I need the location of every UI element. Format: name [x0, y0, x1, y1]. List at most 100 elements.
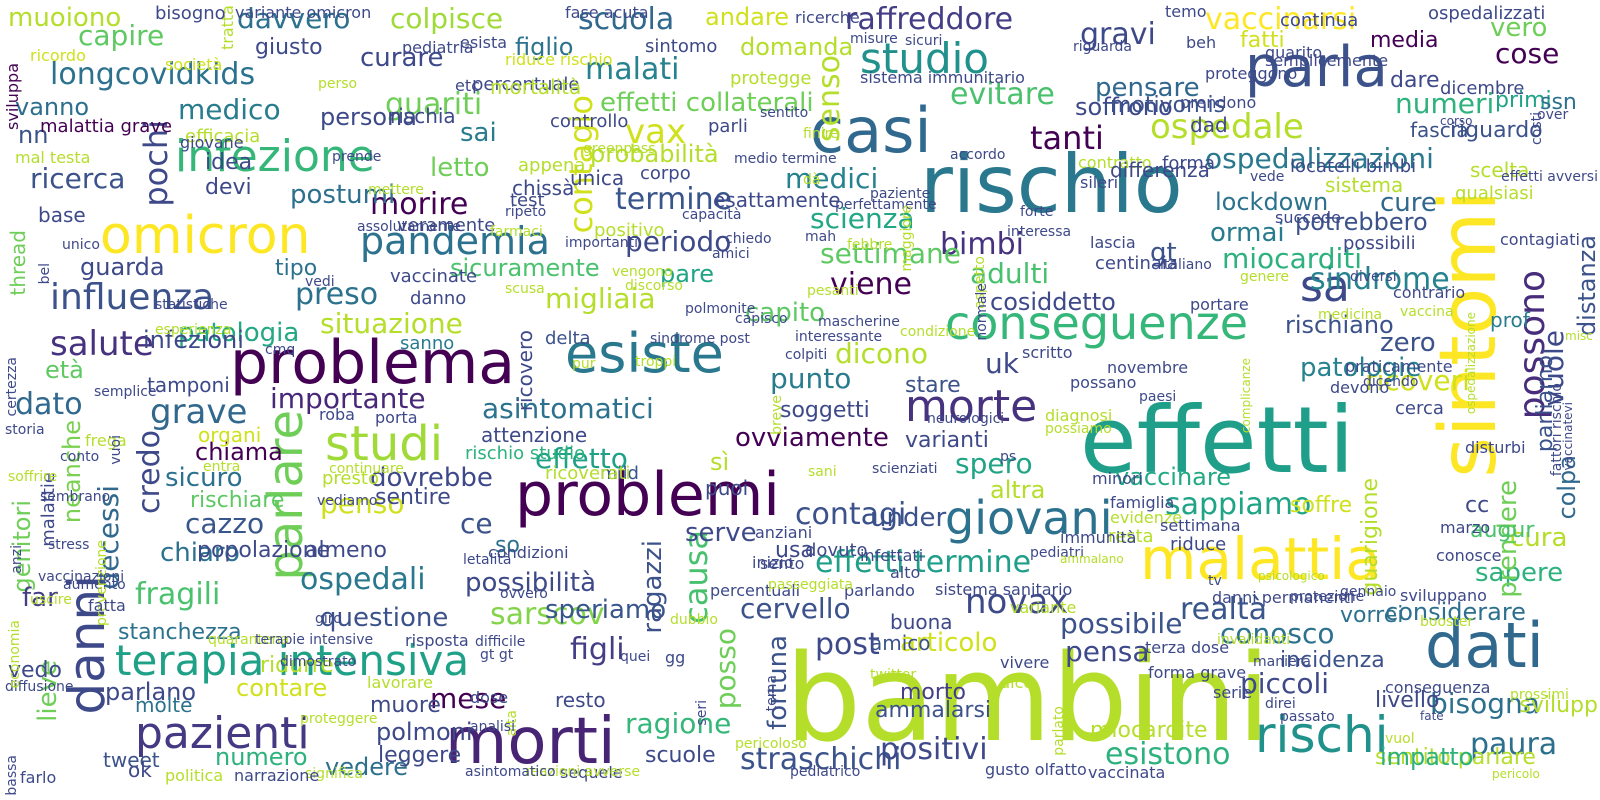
cloud-word: locatelli bimbi	[1290, 156, 1417, 177]
cloud-word: riguardo	[1450, 118, 1543, 143]
cloud-word: proteggere	[300, 711, 378, 727]
cloud-word: sindrome	[1310, 262, 1450, 297]
cloud-word: possibile	[1060, 607, 1183, 640]
cloud-word: malattia	[1140, 525, 1381, 593]
cloud-word: medio termine	[734, 151, 837, 167]
cloud-word: booster	[1420, 614, 1474, 630]
cloud-word: finire	[803, 126, 839, 142]
cloud-word: infezioni	[143, 326, 244, 354]
cloud-word: soffrono	[1075, 93, 1173, 121]
cloud-word: amici	[712, 246, 750, 262]
cloud-word: anziani	[755, 523, 813, 542]
cloud-word: variante omicron	[235, 3, 372, 22]
cloud-word: polmoni	[376, 718, 473, 746]
cloud-word: vaccinazioni	[38, 569, 125, 585]
cloud-word: tipo	[275, 256, 318, 281]
cloud-word: farmaci	[490, 224, 543, 240]
cloud-word: possibilità	[465, 568, 597, 598]
cloud-word: ammalarsi	[875, 698, 992, 723]
cloud-word: entra	[203, 459, 241, 475]
cloud-word: forma grave	[1148, 663, 1247, 682]
cloud-word: cc	[1465, 493, 1490, 518]
cloud-word: bassa	[4, 755, 20, 796]
cloud-word: idea	[205, 150, 253, 175]
cloud-word: ricerche	[795, 8, 860, 27]
cloud-word: ovvero	[500, 586, 548, 602]
cloud-word: protezione	[1290, 589, 1365, 605]
cloud-word: protegge	[730, 68, 812, 89]
cloud-word: sapere	[1475, 558, 1564, 588]
cloud-word: asintomatici	[482, 392, 654, 425]
cloud-word: ormai	[1210, 218, 1285, 248]
cloud-word: far	[22, 583, 58, 613]
cloud-word: uscire	[30, 592, 72, 608]
cloud-word: vero	[1490, 13, 1548, 43]
cloud-word: asintomatico	[465, 764, 556, 780]
cloud-word: viene	[830, 267, 913, 302]
cloud-word: pediatria	[402, 38, 474, 57]
cloud-word: difficile	[475, 634, 526, 650]
cloud-word: pediatrico	[790, 764, 861, 780]
cloud-word: tamponi	[147, 373, 230, 397]
cloud-word: evitare	[950, 77, 1055, 112]
cloud-word: thread	[6, 230, 30, 296]
cloud-word: riduce	[1170, 534, 1227, 555]
cloud-word: paziente	[870, 186, 931, 202]
cloud-word: influenza	[50, 277, 215, 318]
cloud-word: bambini	[785, 630, 1271, 769]
cloud-word: sento	[760, 554, 805, 573]
cloud-word: gravi	[1080, 17, 1156, 52]
cloud-word: studio	[860, 34, 989, 83]
cloud-word: terapie intensive	[255, 632, 374, 648]
cloud-word: lavorare	[367, 673, 433, 692]
cloud-word: vaccinata	[1088, 763, 1166, 782]
cloud-word: pensa	[1065, 635, 1150, 668]
cloud-word: troppi	[635, 354, 677, 370]
cloud-word: danni permanenti	[1212, 588, 1355, 607]
cloud-word: dose	[470, 688, 509, 707]
cloud-word: ricerca	[30, 162, 126, 195]
cloud-word: prof	[1490, 308, 1530, 332]
cloud-word: attenzione	[481, 423, 588, 447]
cloud-word: succede	[1275, 208, 1341, 227]
cloud-word: psicologico	[1258, 569, 1325, 583]
cloud-word: pur	[572, 356, 596, 372]
cloud-word: chiaro	[160, 538, 240, 568]
cloud-word: primi	[1495, 88, 1552, 113]
cloud-word: medici	[785, 162, 879, 195]
cloud-word: guariti	[385, 87, 483, 122]
cloud-word: febbre	[847, 237, 893, 253]
cloud-word: complicanze	[1239, 358, 1253, 434]
cloud-word: possano	[1070, 373, 1137, 392]
cloud-word: dicono	[835, 337, 928, 370]
cloud-word: positivi	[880, 732, 988, 767]
cloud-word: parlano	[105, 678, 197, 706]
cloud-word: post	[815, 627, 880, 662]
cloud-word: polmonite	[685, 301, 756, 317]
cloud-word: terza dose	[1145, 638, 1230, 657]
cloud-word: cmq	[265, 342, 296, 358]
cloud-word: resto	[555, 688, 606, 712]
cloud-word: danno	[410, 288, 467, 309]
cloud-word: potrebbero	[1295, 208, 1428, 236]
cloud-word: mal testa	[15, 148, 91, 167]
cloud-word: puoi	[705, 476, 749, 500]
cloud-word: risposta	[405, 631, 469, 650]
cloud-word: vaccinare	[1115, 463, 1231, 491]
cloud-word: diffusione	[5, 679, 74, 695]
cloud-word: twitter	[870, 667, 917, 683]
cloud-word: cosiddetto	[990, 288, 1116, 316]
cloud-word: ricovero	[513, 330, 537, 412]
cloud-word: effetti avversi	[1501, 169, 1598, 185]
cloud-word: perfettamente	[835, 197, 937, 213]
cloud-word: rischia	[390, 104, 456, 128]
cloud-word: dico	[1000, 673, 1034, 692]
cloud-word: termine	[615, 182, 733, 217]
cloud-word: mah	[805, 229, 837, 245]
cloud-word: importanti	[565, 235, 639, 251]
cloud-word: scelta	[1470, 158, 1530, 182]
cloud-word: mese	[430, 682, 507, 715]
cloud-word: ok	[128, 758, 152, 782]
cloud-word: vaccinate	[390, 266, 478, 287]
cloud-word: lockdown	[1215, 188, 1329, 216]
